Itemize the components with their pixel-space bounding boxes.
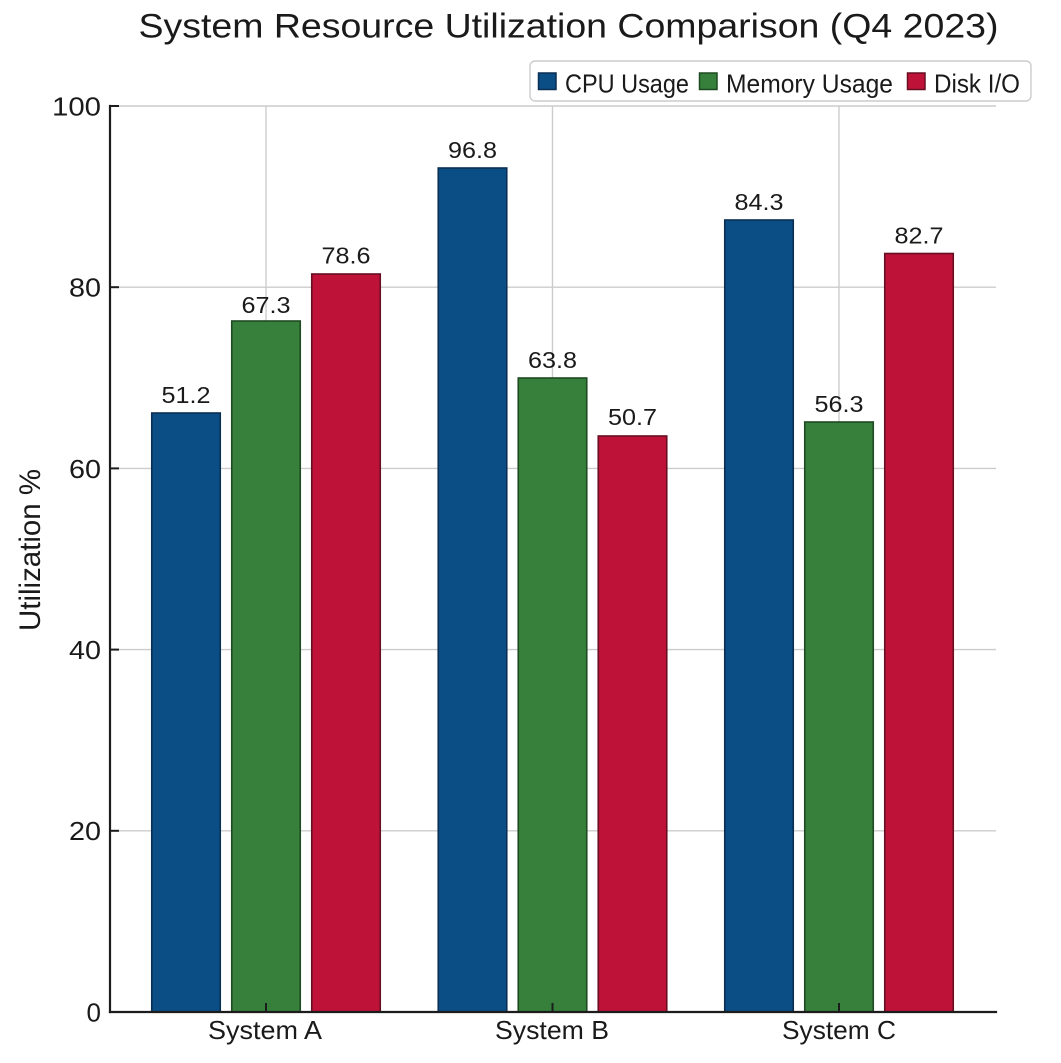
svg-text:System B: System B [495, 1015, 609, 1045]
svg-text:100: 100 [52, 91, 101, 121]
svg-text:56.3: 56.3 [815, 391, 864, 417]
svg-text:0: 0 [87, 997, 101, 1027]
svg-text:50.7: 50.7 [608, 404, 657, 430]
svg-text:63.8: 63.8 [528, 347, 577, 373]
svg-text:CPU Usage: CPU Usage [565, 69, 689, 99]
svg-text:Disk I/O: Disk I/O [934, 69, 1020, 99]
svg-text:84.3: 84.3 [735, 189, 784, 215]
svg-text:System A: System A [208, 1015, 323, 1045]
svg-text:96.8: 96.8 [448, 137, 497, 163]
svg-text:System C: System C [782, 1015, 896, 1045]
svg-text:20: 20 [69, 816, 101, 846]
svg-text:78.6: 78.6 [322, 243, 371, 269]
svg-text:67.3: 67.3 [242, 292, 291, 318]
svg-text:51.2: 51.2 [162, 382, 211, 408]
svg-text:System Resource Utilization Co: System Resource Utilization Comparison (… [139, 8, 999, 46]
svg-text:Memory Usage: Memory Usage [726, 69, 893, 99]
svg-text:80: 80 [69, 273, 101, 303]
svg-text:40: 40 [69, 635, 101, 665]
svg-text:60: 60 [69, 454, 101, 484]
svg-text:Utilization %: Utilization % [14, 469, 47, 631]
svg-text:82.7: 82.7 [895, 223, 944, 249]
